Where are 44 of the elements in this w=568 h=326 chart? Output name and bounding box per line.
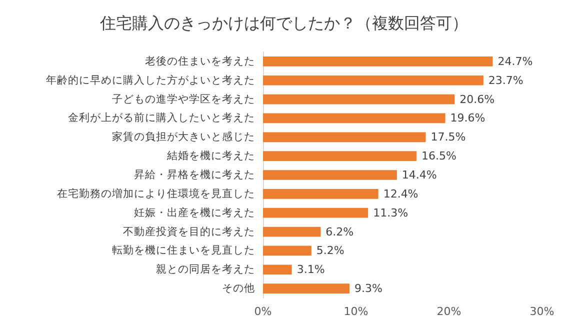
x-tick-label: 20% xyxy=(436,305,462,318)
y-tick-label: 昇給・昇格を機に考えた xyxy=(134,168,255,181)
y-tick-label: 結婚を機に考えた xyxy=(166,149,255,162)
bar xyxy=(263,151,416,161)
data-label: 17.5% xyxy=(430,130,466,144)
y-tick-label: 老後の住まいを考えた xyxy=(145,54,255,68)
y-tick-label: 不動産投資を目的に考えた xyxy=(123,224,255,238)
x-tick-label: 10% xyxy=(344,305,368,318)
x-tick-label: 0% xyxy=(254,305,272,318)
data-label: 24.7% xyxy=(498,54,533,68)
bar xyxy=(263,113,446,124)
data-label: 3.1% xyxy=(296,263,325,276)
bar xyxy=(263,170,397,180)
bar xyxy=(263,246,312,256)
y-tick-label: 妊娠・出産を機に考えた xyxy=(134,206,255,219)
bar xyxy=(263,226,321,237)
y-tick-label: 在宅勤務の増加により住環境を見直した xyxy=(57,186,255,200)
data-label: 23.7% xyxy=(488,74,524,87)
y-tick-label: 親との同居を考えた xyxy=(156,262,255,276)
bar xyxy=(263,56,493,66)
bar xyxy=(263,132,426,142)
y-tick-label: その他 xyxy=(222,282,255,295)
data-label: 6.2% xyxy=(326,225,354,238)
bar xyxy=(263,75,484,86)
y-tick-label: 転勤を機に住まいを見直した xyxy=(112,244,255,257)
chart-title: 住宅購入のきっかけは何でしたか？（複数回答可） xyxy=(99,14,468,32)
y-tick-label: 子どもの進学や学区を考えた xyxy=(112,92,255,106)
data-label: 5.2% xyxy=(316,244,344,258)
data-label: 9.3% xyxy=(354,282,382,296)
x-tick-label: 30% xyxy=(530,305,554,318)
data-label: 19.6% xyxy=(450,112,486,125)
y-tick-label: 家賃の負担が大きいと感じた xyxy=(112,130,255,144)
y-tick-label: 金利が上がる前に購入したいと考えた xyxy=(68,111,255,124)
data-label: 20.6% xyxy=(460,92,495,106)
data-label: 14.4% xyxy=(402,168,437,182)
data-label: 16.5% xyxy=(421,150,456,163)
bar xyxy=(263,94,455,104)
bar xyxy=(263,284,350,294)
y-tick-label: 年齢的に早めに購入した方がよいと考えた xyxy=(46,73,255,86)
data-label: 12.4% xyxy=(383,187,418,200)
bar xyxy=(263,264,292,275)
bar xyxy=(263,208,368,218)
bar xyxy=(263,189,378,199)
data-label: 11.3% xyxy=(373,206,408,220)
